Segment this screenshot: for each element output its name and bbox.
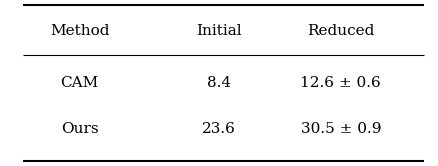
- Text: Reduced: Reduced: [307, 24, 374, 38]
- Text: 23.6: 23.6: [202, 122, 236, 136]
- Text: 30.5 ± 0.9: 30.5 ± 0.9: [300, 122, 381, 136]
- Text: Method: Method: [50, 24, 110, 38]
- Text: Initial: Initial: [196, 24, 242, 38]
- Text: 8.4: 8.4: [207, 76, 231, 90]
- Text: 12.6 ± 0.6: 12.6 ± 0.6: [300, 76, 381, 90]
- Text: Ours: Ours: [61, 122, 99, 136]
- Text: CAM: CAM: [60, 76, 99, 90]
